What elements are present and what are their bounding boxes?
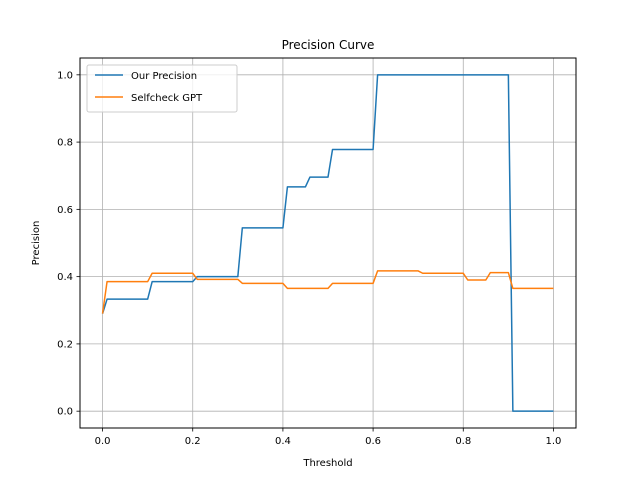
x-tick-label: 0.8 (455, 436, 471, 447)
y-tick-label: 0.8 (57, 138, 73, 149)
legend-label-our-precision: Our Precision (131, 71, 197, 82)
axis-ticks: 0.0 0.2 0.4 0.6 0.8 1.0 0.0 0.2 0.4 0.6 0.8 1.0 (57, 70, 561, 447)
legend-label-selfcheck-gpt: Selfcheck GPT (131, 93, 203, 104)
y-tick-label: 0.4 (57, 272, 73, 283)
series-line-our-precision (101, 74, 554, 412)
y-tick-label: 0.0 (57, 407, 73, 418)
x-tick-label: 0.2 (185, 436, 201, 447)
legend-box (86, 64, 238, 113)
legend: Our Precision Selfcheck GPT (86, 64, 238, 113)
x-tick-label: 0.6 (365, 436, 381, 447)
x-tick-label: 1.0 (545, 436, 561, 447)
series-lines (101, 74, 554, 412)
y-tick-label: 1.0 (57, 70, 73, 81)
y-tick-label: 0.2 (57, 339, 73, 350)
chart-title: Precision Curve (282, 38, 375, 52)
grid-lines (80, 58, 576, 428)
y-axis-title: Precision (31, 221, 42, 266)
y-tick-label: 0.6 (57, 205, 73, 216)
x-tick-label: 0.4 (275, 436, 291, 447)
x-tick-label: 0.0 (95, 436, 111, 447)
x-axis-title: Threshold (302, 458, 352, 469)
series-line-selfcheck-gpt (101, 270, 554, 314)
plot-frame (79, 57, 577, 429)
plot-area (80, 58, 576, 428)
